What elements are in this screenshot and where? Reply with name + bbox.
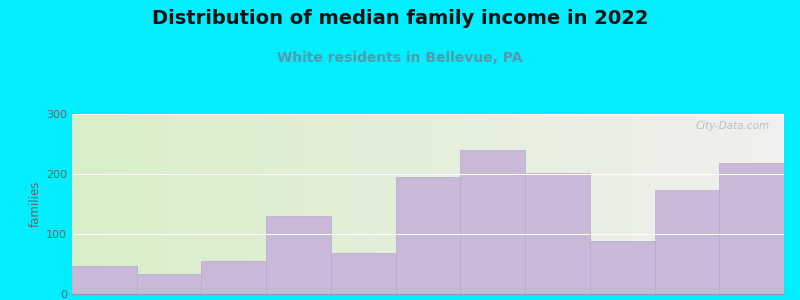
Bar [137,274,202,294]
Bar [525,173,590,294]
Y-axis label: families: families [29,181,42,227]
Bar [331,253,396,294]
Bar [654,190,719,294]
Bar [719,163,784,294]
Text: White residents in Bellevue, PA: White residents in Bellevue, PA [278,51,522,65]
Bar [202,261,266,294]
Bar [590,241,654,294]
Text: Distribution of median family income in 2022: Distribution of median family income in … [152,9,648,28]
Bar [460,150,525,294]
Bar [72,266,137,294]
Bar [396,177,460,294]
Bar [266,216,331,294]
Text: City-Data.com: City-Data.com [696,121,770,131]
